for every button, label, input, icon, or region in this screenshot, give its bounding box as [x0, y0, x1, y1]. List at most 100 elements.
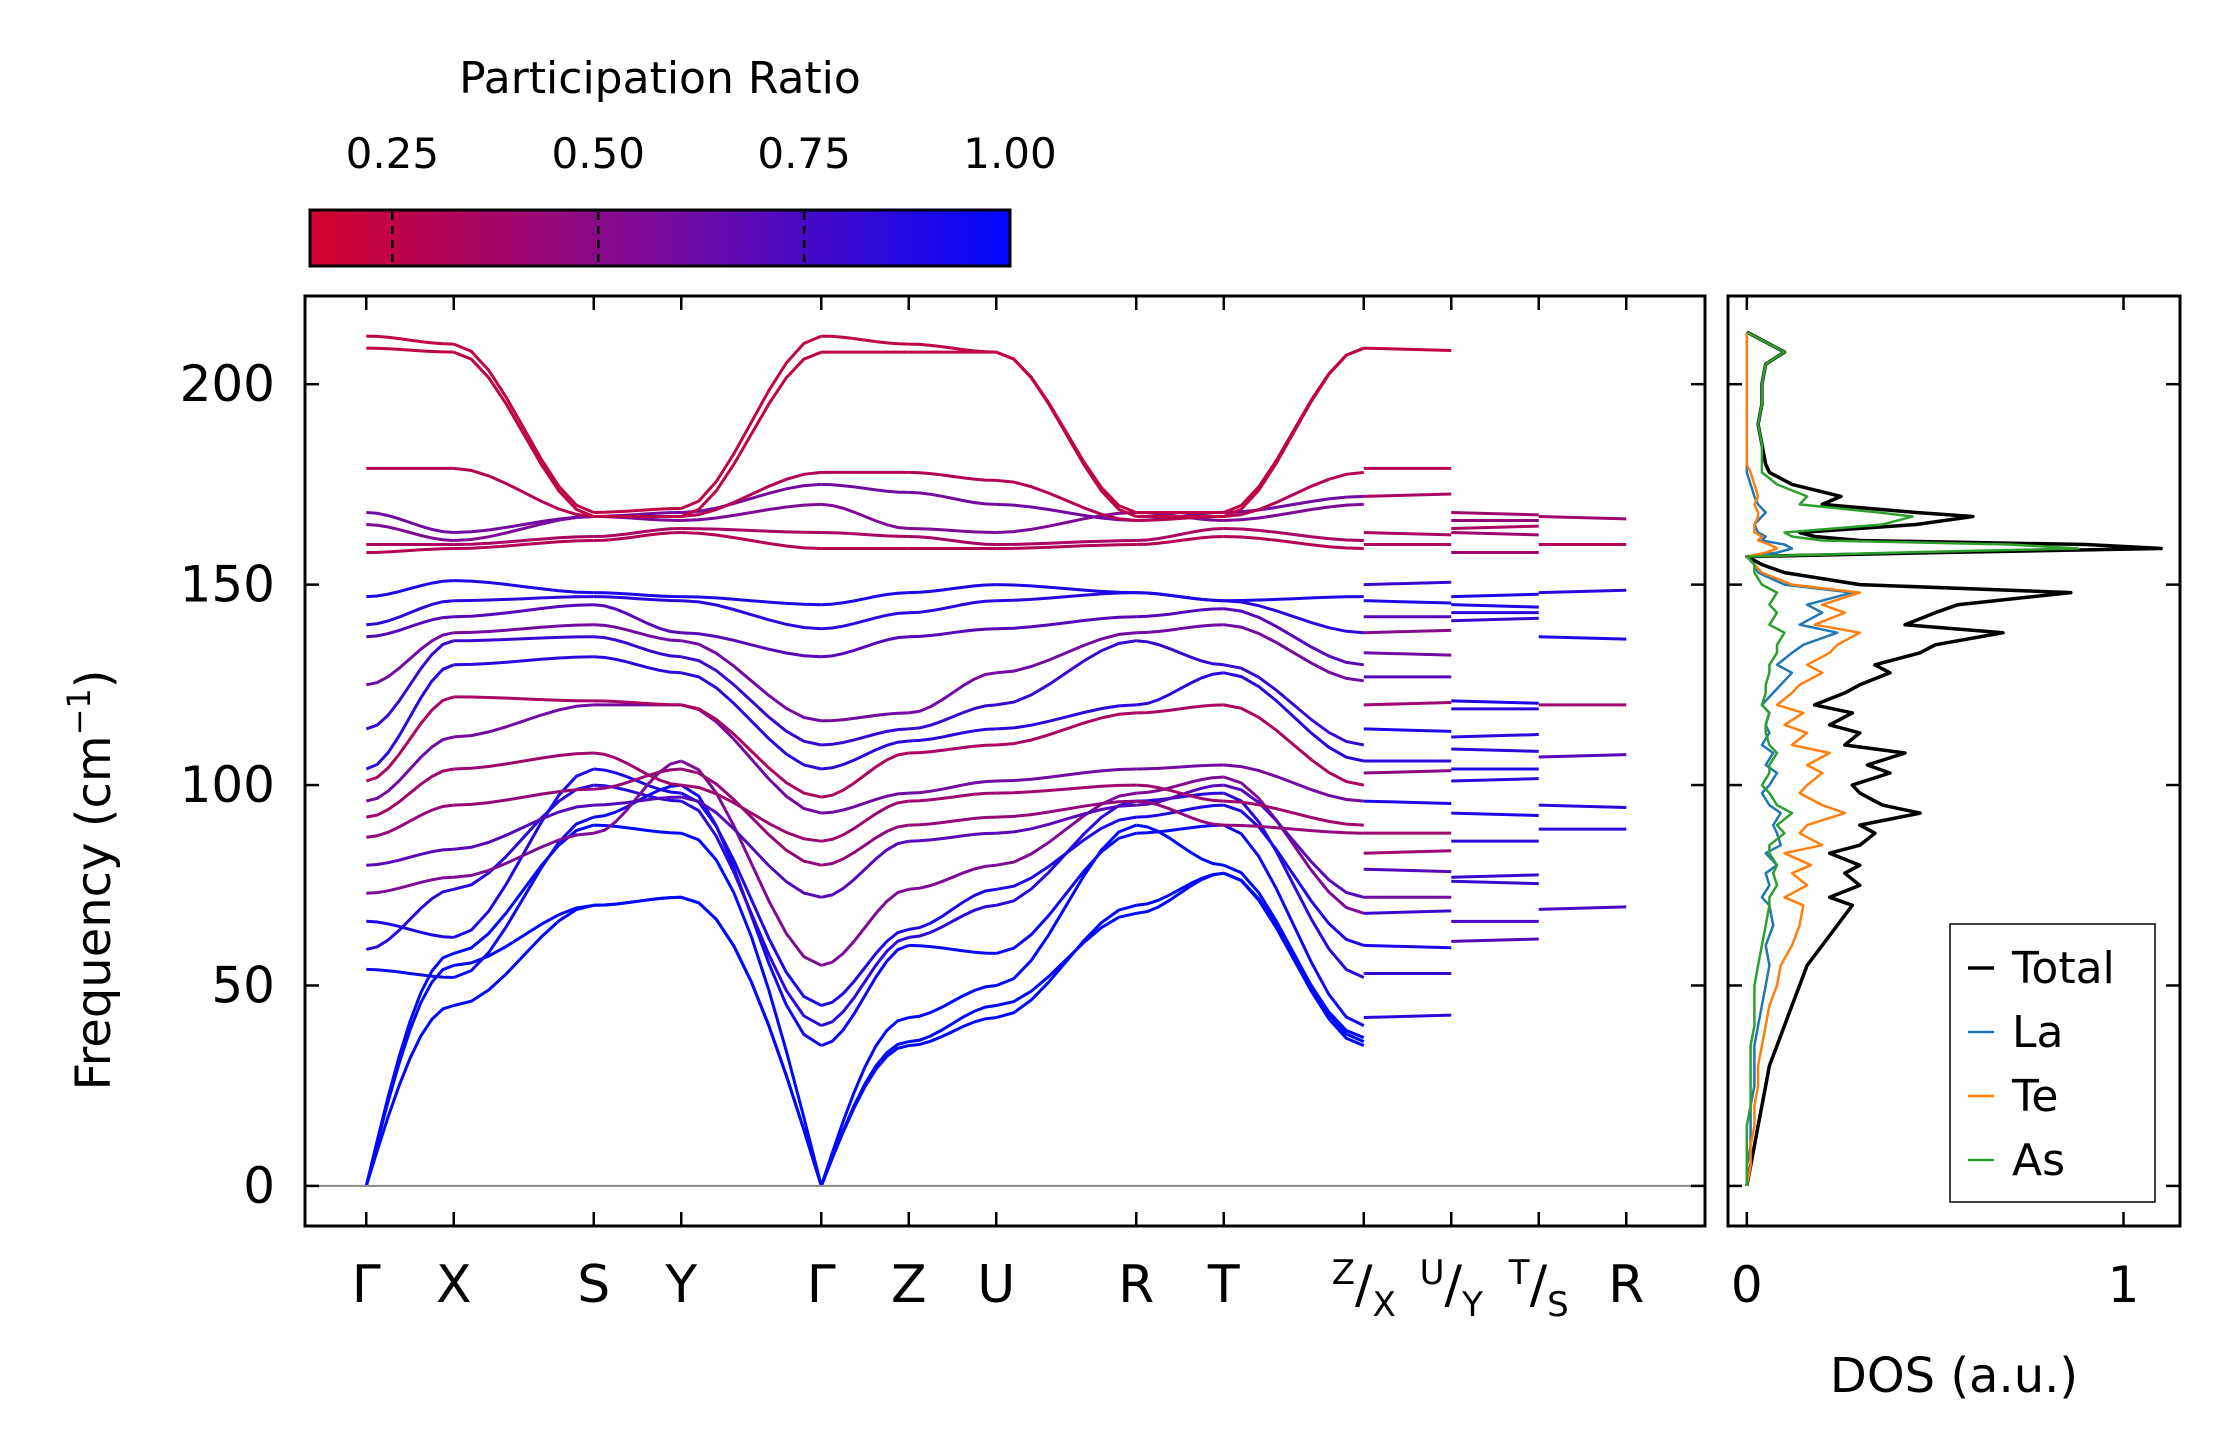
- band-16-segment: [593, 595, 682, 603]
- y-axis-label-sup: −1: [60, 688, 98, 735]
- band-18-segment: [681, 531, 822, 550]
- y-axis-label: Frequency (cm−1): [60, 669, 122, 1090]
- stub-band: [1451, 616, 1539, 623]
- band-11-segment: [908, 743, 997, 755]
- band-11-segment: [453, 695, 594, 703]
- band-7-segment: [1223, 783, 1365, 899]
- band-20-segment: [366, 523, 454, 542]
- band-12-segment: [996, 703, 1137, 731]
- colorbar-tick-label: 0.50: [551, 129, 645, 178]
- band-0-segment: [364, 1004, 455, 1187]
- colorbar-title: Participation Ratio: [459, 53, 861, 104]
- band-4-segment: [453, 783, 595, 891]
- band-21-segment: [821, 482, 909, 494]
- band-14-segment: [821, 711, 909, 723]
- band-22-segment: [996, 478, 1137, 522]
- stub-band: [1363, 943, 1452, 950]
- band-14-segment: [908, 671, 997, 715]
- y-tick-label: 150: [180, 556, 275, 614]
- band-20-segment: [1223, 502, 1364, 522]
- band-1-segment: [680, 895, 823, 1187]
- band-7-segment: [908, 831, 997, 843]
- band-6-segment: [908, 863, 997, 891]
- x-tick-label-slash: /: [1355, 1255, 1373, 1315]
- band-17-segment: [996, 583, 1137, 595]
- x-tick-label: S: [577, 1255, 610, 1315]
- band-16-segment: [366, 599, 454, 627]
- band-7-segment: [593, 795, 682, 807]
- band-7-segment: [820, 839, 910, 899]
- band-15-segment: [453, 603, 594, 619]
- x-tick-label-slash: /: [1530, 1255, 1548, 1315]
- band-10-segment: [1223, 763, 1364, 803]
- band-5-segment: [1223, 803, 1365, 947]
- x-tick-label: T/S: [1508, 1253, 1569, 1325]
- band-8-segment: [366, 803, 454, 839]
- band-0-segment: [1223, 871, 1365, 1047]
- stub-band: [1451, 592, 1539, 599]
- band-8-segment: [1223, 823, 1364, 835]
- band-17-segment: [453, 579, 594, 595]
- x-tick-label: R: [1118, 1255, 1154, 1315]
- band-2-segment: [1223, 863, 1365, 1043]
- dos-plot-frame: [1726, 294, 2182, 1228]
- stub-band: [1363, 492, 1452, 498]
- band-1-segment: [593, 895, 682, 907]
- band-3-segment: [1223, 823, 1365, 1027]
- band-13-segment: [821, 727, 909, 747]
- stub-band: [1363, 531, 1452, 537]
- band-5-segment: [1136, 803, 1224, 819]
- band-18-segment: [1136, 535, 1224, 546]
- band-22-segment: [1223, 470, 1364, 518]
- band-0-segment: [453, 903, 595, 1007]
- stub-band: [1363, 1013, 1452, 1020]
- band-15-segment: [1223, 607, 1365, 667]
- band-16-segment: [681, 599, 822, 631]
- stub-band: [1538, 635, 1627, 641]
- x-tick-label: Γ: [807, 1255, 836, 1315]
- x-tick-label: Y: [664, 1255, 697, 1315]
- band-2-segment: [680, 831, 823, 1187]
- stub-band: [1363, 867, 1452, 874]
- x-tick-label: U/Y: [1420, 1253, 1483, 1325]
- stub-band: [1538, 588, 1627, 595]
- stub-band: [1451, 811, 1539, 818]
- stub-band: [1538, 803, 1627, 809]
- band-12-segment: [1223, 671, 1365, 763]
- band-19-segment: [1136, 527, 1224, 542]
- band-6-segment: [593, 759, 682, 835]
- x-tick-label-slash: /: [1445, 1255, 1463, 1315]
- band-24-segment: [1223, 346, 1365, 514]
- band-21-segment: [366, 511, 454, 534]
- band-17-segment: [1223, 595, 1364, 603]
- band-4-segment: [680, 799, 823, 1027]
- band-16-segment: [453, 595, 594, 603]
- dos-x-axis-label: DOS (a.u.): [1830, 1348, 2078, 1404]
- band-1-segment: [819, 1040, 910, 1187]
- band-19-segment: [821, 531, 909, 538]
- band-3-segment: [820, 944, 910, 1047]
- stub-band: [1363, 909, 1452, 915]
- band-11-segment: [1223, 703, 1365, 787]
- band-14-segment: [1136, 623, 1224, 635]
- band-11-segment: [365, 695, 455, 783]
- stub-band: [1538, 905, 1627, 911]
- band-19-segment: [593, 527, 682, 538]
- band-15-segment: [908, 627, 997, 639]
- band-14-segment: [996, 631, 1137, 675]
- band-11-segment: [996, 711, 1137, 747]
- high-symmetry-ticks: Γ X S Y Γ Z U R T Z/XU/YT/S R: [352, 296, 1644, 1325]
- band-8-segment: [908, 815, 997, 827]
- band-13-segment: [453, 635, 594, 643]
- band-9-segment: [593, 751, 682, 787]
- band-11-segment: [593, 699, 682, 707]
- band-12-segment: [453, 655, 594, 667]
- band-4-segment: [820, 935, 910, 1028]
- band-8-segment: [593, 767, 682, 791]
- band-5-segment: [908, 887, 997, 931]
- band-1-segment: [995, 911, 1137, 1007]
- x-tick-label-sub: X: [1373, 1285, 1396, 1325]
- dos-as-line: [1745, 330, 2080, 1186]
- stub-band: [1451, 747, 1539, 753]
- band-16-segment: [1223, 599, 1364, 635]
